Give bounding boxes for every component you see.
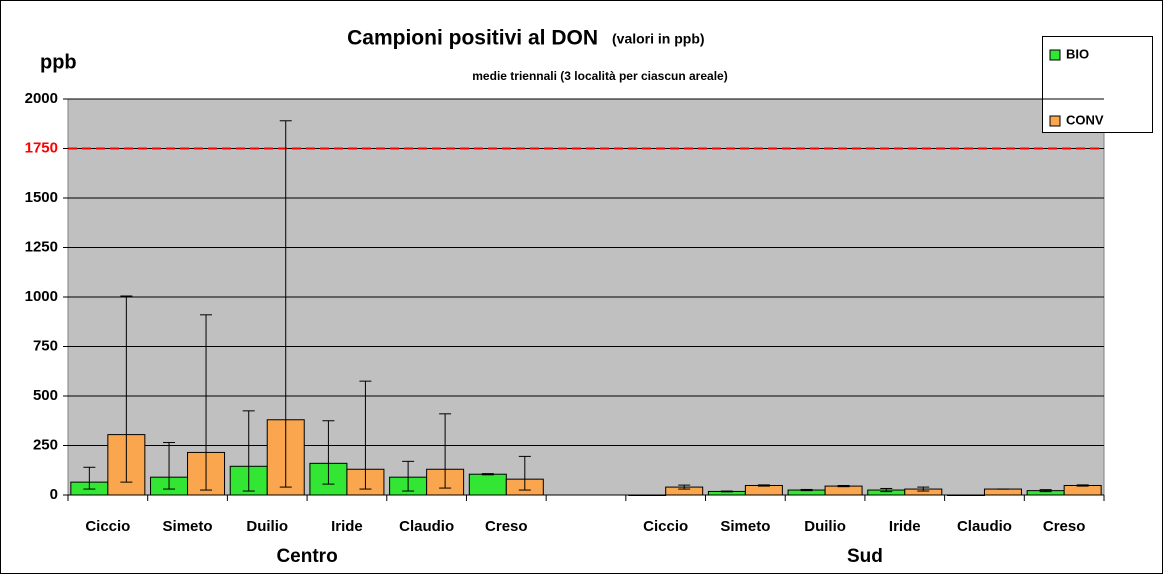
x-tick-label: Iride (889, 518, 921, 535)
error-bar (1039, 489, 1052, 493)
error-bar (757, 484, 770, 487)
y-tick-label: 750 (33, 337, 58, 354)
error-bar (800, 488, 813, 492)
y-axis-label: ppb (40, 51, 77, 73)
error-bar (439, 413, 452, 489)
chart-subtitle: medie triennali (3 località per ciascun … (472, 69, 727, 83)
error-bar (481, 473, 494, 476)
legend-swatch (1049, 115, 1061, 127)
y-tick-label: 1000 (25, 288, 58, 305)
error-bar (163, 442, 176, 490)
x-tick-label: Claudio (957, 518, 1012, 535)
x-tick-label: Claudio (399, 518, 454, 535)
legend-label: BIO (1066, 46, 1089, 61)
x-tick-label: Simeto (163, 518, 213, 535)
x-tick-label: Ciccio (85, 518, 130, 535)
error-bar (402, 460, 415, 492)
error-bar (518, 455, 531, 491)
error-bar (120, 295, 133, 483)
x-tick-label: Duilio (246, 518, 288, 535)
group-label: Sud (847, 546, 883, 567)
error-bar (279, 120, 292, 488)
legend-label: CONV (1066, 112, 1104, 127)
title-note: (valori in ppb) (612, 31, 705, 47)
error-bar (242, 410, 255, 492)
x-tick-label: Creso (1043, 518, 1086, 535)
y-tick-label: 250 (33, 436, 58, 453)
error-bar (720, 490, 733, 493)
bar (824, 485, 863, 496)
x-tick-label: Ciccio (643, 518, 688, 535)
error-bar (837, 484, 850, 488)
legend (1042, 36, 1153, 133)
y-tick-label: 1250 (25, 238, 58, 255)
error-bar (359, 380, 372, 490)
error-bar (1076, 484, 1089, 487)
y-tick-label: 1750 (25, 139, 58, 156)
x-tick-label: Duilio (804, 518, 846, 535)
error-bar (83, 466, 96, 490)
bar (744, 484, 783, 496)
error-bar (880, 487, 893, 493)
legend-swatch (1049, 49, 1061, 61)
error-bar (917, 486, 930, 492)
y-tick-label: 500 (33, 387, 58, 404)
x-tick-label: Simeto (720, 518, 770, 535)
error-bar (322, 420, 335, 485)
x-tick-label: Creso (485, 518, 528, 535)
x-tick-label: Iride (331, 518, 363, 535)
y-tick-label: 1500 (25, 189, 58, 206)
y-tick-label: 0 (50, 486, 58, 503)
bar (468, 473, 507, 496)
group-label: Centro (276, 546, 337, 567)
y-tick-label: 2000 (25, 90, 58, 107)
error-bar (678, 484, 691, 490)
chart-title: Campioni positivi al DON (347, 27, 598, 50)
bar (983, 488, 1022, 496)
error-bar (200, 314, 213, 491)
bar (1063, 484, 1102, 496)
